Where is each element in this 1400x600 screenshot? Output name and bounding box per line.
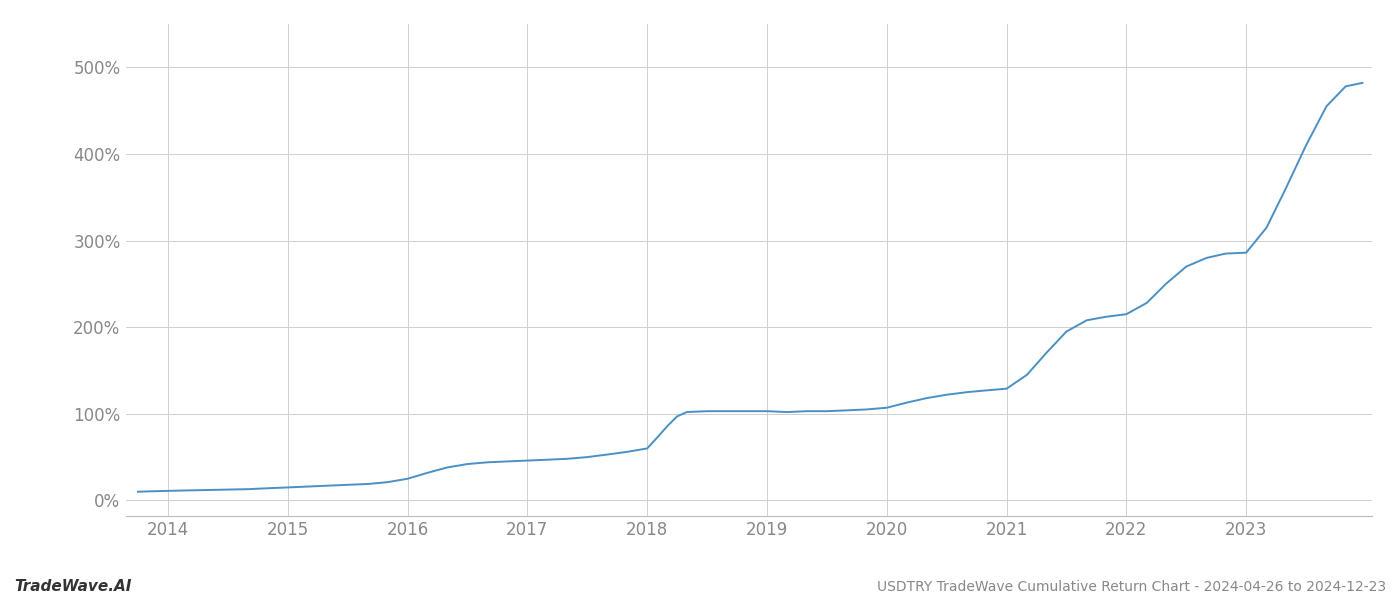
Text: TradeWave.AI: TradeWave.AI: [14, 579, 132, 594]
Text: USDTRY TradeWave Cumulative Return Chart - 2024-04-26 to 2024-12-23: USDTRY TradeWave Cumulative Return Chart…: [876, 580, 1386, 594]
